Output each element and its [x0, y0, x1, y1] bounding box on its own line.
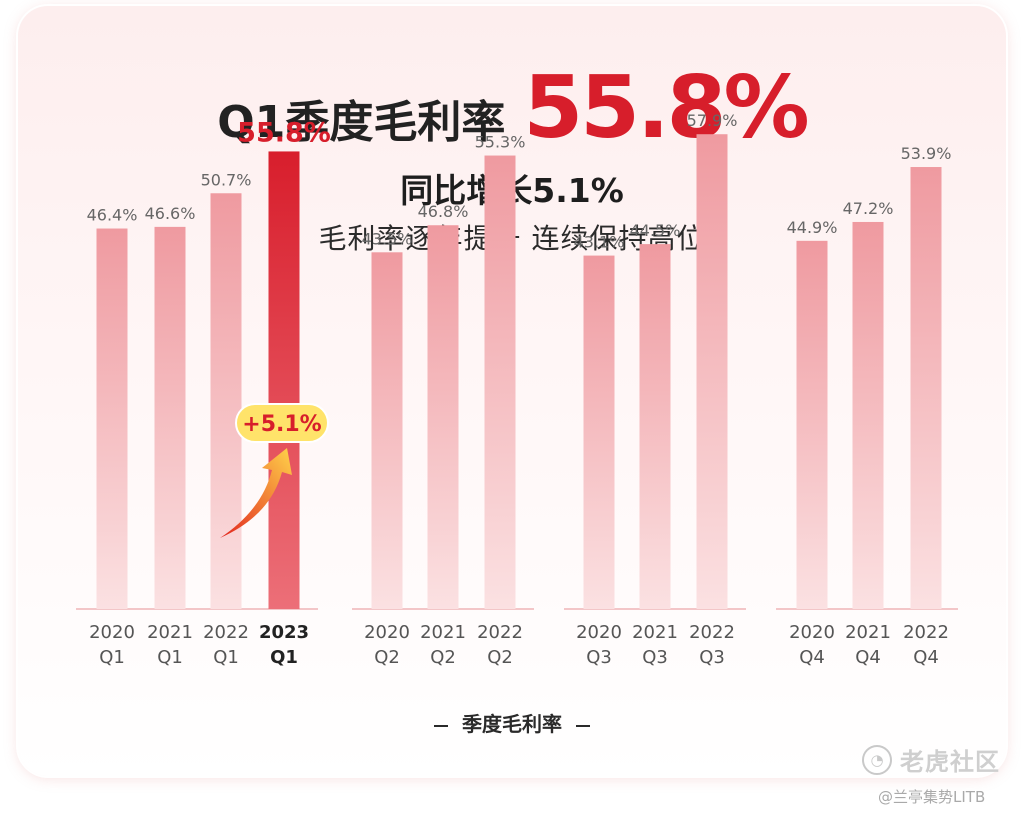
value-label: 47.2%	[843, 199, 894, 218]
bar-q3-2020	[583, 255, 615, 609]
tick-label-year: 2021	[845, 622, 891, 643]
tick-label-year: 2022	[477, 622, 523, 643]
value-label: 44.9%	[787, 218, 838, 237]
tick-label-year: 2020	[576, 622, 622, 643]
legend-dash-right	[576, 724, 590, 727]
value-label: 43.5%	[362, 229, 413, 248]
headline: Q1季度毛利率 55.8%	[0, 58, 1024, 158]
bar-q1-2022	[210, 193, 242, 609]
value-label: 53.9%	[901, 144, 952, 163]
tick-label-quarter: Q3	[642, 647, 668, 668]
growth-arrow-icon	[220, 448, 292, 538]
tiger-logo-icon: ◔	[862, 744, 892, 775]
tick-label-quarter: Q2	[430, 647, 456, 668]
tick-label-year: 2020	[364, 622, 410, 643]
tick-label-quarter: Q3	[586, 647, 612, 668]
callout-text: +5.1%	[242, 412, 321, 437]
tick-label-quarter: Q2	[374, 647, 400, 668]
bar-q2-2022	[484, 155, 516, 610]
tick-label-quarter: Q3	[699, 647, 725, 668]
value-label: 46.8%	[418, 202, 469, 221]
value-label: 50.7%	[201, 170, 252, 189]
tick-label-year: 2020	[89, 622, 135, 643]
bar-q1-2023	[268, 151, 300, 609]
bar-q2-2021	[427, 225, 459, 610]
value-label: 46.6%	[145, 204, 196, 223]
tick-label-year: 2020	[789, 622, 835, 643]
tick-label-year: 2022	[689, 622, 735, 643]
legend-label: 季度毛利率	[462, 712, 562, 736]
tick-label-year: 2021	[420, 622, 466, 643]
tick-label-year: 2021	[632, 622, 678, 643]
tick-label-quarter: Q4	[913, 647, 939, 668]
tick-label-quarter: Q4	[799, 647, 825, 668]
value-label: 57.9%	[687, 111, 738, 130]
legend: 季度毛利率	[0, 708, 1024, 737]
bar-q1-2020	[96, 228, 128, 609]
value-label: 44.5%	[630, 221, 681, 240]
callout-badge	[235, 403, 329, 443]
watermark-credit: @兰亭集势LITB	[878, 788, 986, 806]
tick-label-year: 2022	[903, 622, 949, 643]
bar-q4-2020	[796, 240, 828, 609]
value-label: 46.4%	[87, 206, 138, 225]
tick-label-year: 2023	[259, 622, 309, 643]
value-label: 55.3%	[475, 133, 526, 152]
bar-q3-2022	[696, 134, 728, 609]
tick-label-quarter: Q4	[855, 647, 881, 668]
tick-label-quarter: Q1	[157, 647, 183, 668]
bar-q1-2021	[154, 226, 186, 609]
bar-q4-2021	[852, 221, 884, 609]
tick-label-quarter: Q1	[270, 647, 298, 668]
bar-q2-2020	[371, 252, 403, 610]
watermark-name: 老虎社区	[900, 748, 1000, 776]
legend-dash-left	[434, 724, 448, 727]
value-label: 55.8%	[237, 117, 331, 148]
headline-prefix: Q1季度毛利率	[217, 97, 506, 148]
tick-label-quarter: Q1	[99, 647, 125, 668]
tick-label-quarter: Q1	[213, 647, 239, 668]
tick-label-year: 2022	[203, 622, 249, 643]
tick-label-year: 2021	[147, 622, 193, 643]
tick-label-quarter: Q2	[487, 647, 513, 668]
bar-q3-2021	[639, 244, 671, 609]
watermark: ◔ 老虎社区	[862, 742, 1000, 777]
headline-value: 55.8%	[523, 58, 809, 158]
bar-q4-2022	[910, 167, 942, 609]
value-label: 43.1%	[574, 233, 625, 252]
